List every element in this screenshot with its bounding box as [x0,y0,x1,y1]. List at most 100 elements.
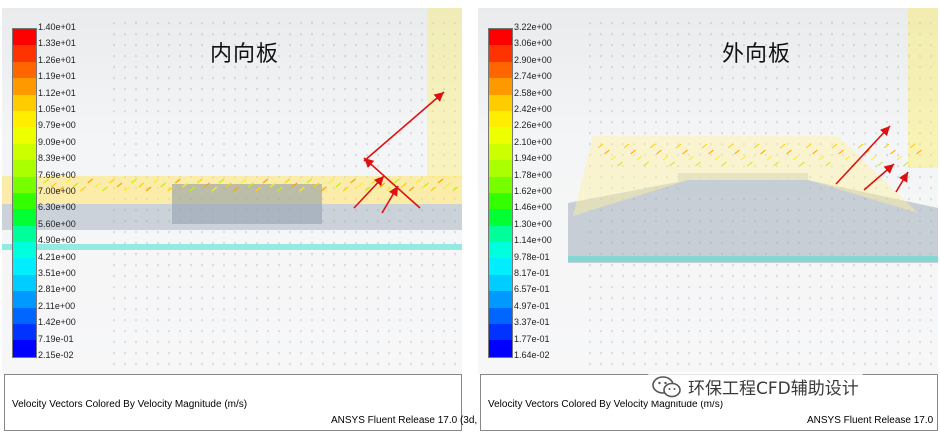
panel-title: 内向板 [210,42,280,67]
colorbar-tick-label: 2.26e+00 [514,120,552,131]
colorbar-tick-label: 2.42e+00 [514,104,552,114]
colorbar-tick-label: 4.90e+00 [38,235,76,246]
colorbar-tick-label: 1.62e+00 [514,186,552,196]
colorbar-swatch [489,78,512,95]
colorbar-tick-label: 2.11e+00 [38,300,76,311]
colorbar-tick-label: 1.78e+00 [514,169,552,180]
colorbar-tick-label: 1.05e+01 [38,104,76,114]
colorbar-tick-label: 7.19e-01 [38,333,74,344]
colorbar-tick-label: 8.39e+00 [38,153,76,164]
colorbar-swatch [489,160,512,177]
colorbar-tick-label: 2.74e+00 [514,71,552,82]
colorbar-tick-label: 3.22e+00 [514,22,552,32]
colorbar-swatch [13,356,36,357]
watermark-text: 环保工程CFD辅助设计 [688,379,859,399]
velocity-vector-field [568,8,938,366]
colorbar-swatch [13,176,36,193]
colorbar-tick-label: 9.79e+00 [38,120,76,131]
vector-plot: 1.40e+01 1.33e+01 1.26e+01 1.19e+01 1.12e+01… [2,8,462,374]
colorbar-tick-label: 1.12e+01 [38,87,76,98]
colorbar-swatch [489,307,512,325]
colorbar-tick-label: 2.15e-02 [38,350,74,360]
colorbar-swatch [13,242,36,259]
flow-direction-arrows [835,125,909,193]
colorbar-swatch [489,45,512,62]
colorbar-tick-label: 6.57e-01 [514,284,550,295]
colorbar-swatch [13,127,36,144]
colorbar-tick-label: 2.58e+00 [514,87,552,98]
colorbar-tick-label: 1.26e+01 [38,54,76,65]
colorbar-tick-label: 4.97e-01 [514,300,550,311]
colorbar-swatch [13,192,36,210]
high-velocity-band [2,8,462,250]
colorbar-tick-label: 2.90e+00 [514,54,552,65]
colorbar-swatch [13,94,36,111]
colorbar-swatch [13,307,36,325]
colorbar-tick-label: 9.78e-01 [514,251,550,262]
colorbar-swatch [13,160,36,177]
colorbar-tick-label: 3.06e+00 [514,38,552,49]
colorbar-swatch [13,29,36,46]
colorbar-swatch [13,324,36,341]
caption-text: Velocity Vectors Colored By Velocity Mag… [12,399,248,410]
colorbar-swatch [489,291,512,308]
caption-box: Velocity Vectors Colored By Velocity Mag… [4,374,477,431]
colorbar-swatch [489,356,512,357]
colorbar-swatch [489,192,512,210]
colorbar-tick-label: 1.14e+00 [514,235,552,246]
colorbar-swatch [489,61,512,79]
colorbar-swatch [489,242,512,259]
release-text: ANSYS Fluent Release 17.0 (3d, [331,415,478,426]
colorbar-swatch [13,110,36,128]
flow-direction-arrows [353,91,445,214]
colorbar-tick-label: 1.64e-02 [514,350,550,360]
colorbar-swatch [489,29,512,46]
colorbar-swatch [489,110,512,128]
colorbar-tick-label: 1.42e+00 [38,317,76,328]
colorbar-tick-label: 4.21e+00 [38,251,76,262]
colorbar-swatch [13,291,36,308]
colorbar-swatch [489,176,512,193]
colorbar-swatch [489,225,512,243]
colorbar-tick-label: 3.51e+00 [38,268,76,278]
wechat-icon [652,375,681,397]
colorbar-tick-label: 1.40e+01 [38,22,76,32]
panel-inward-plate: 1.40e+01 1.33e+01 1.26e+01 1.19e+01 1.12e+01… [2,8,477,432]
colorbar-tick-label: 1.77e-01 [514,333,550,344]
colorbar-swatch [489,94,512,111]
colorbar-tick-label: 1.94e+00 [514,153,552,164]
colorbar-swatch [13,78,36,95]
watermark: 环保工程CFD辅助设计 [648,372,863,401]
colorbar-swatch [489,209,512,226]
vector-plot: 3.22e+00 3.06e+00 2.90e+00 2.74e+00 2.58e+00… [478,8,938,374]
colorbar-swatch [13,209,36,226]
colorbar-swatch [13,45,36,62]
colorbar-tick-label: 9.09e+00 [38,136,76,147]
colorbar-tick-label: 3.37e-01 [514,317,550,328]
colorbar-swatch [13,143,36,161]
colorbar-tick-label: 2.10e+00 [514,136,552,147]
high-velocity-band [568,8,938,263]
colorbar-tick-label: 7.00e+00 [38,186,76,196]
colorbar-tick-label: 5.60e+00 [38,218,76,229]
colorbar-tick-label: 8.17e-01 [514,268,550,278]
caption-text: Velocity Vectors Colored By Velocity Mag… [488,399,724,410]
colorbar-tick-label: 1.46e+00 [514,202,552,213]
colorbar-tick-label: 7.69e+00 [38,169,76,180]
colorbar-tick-label: 2.81e+00 [38,284,76,295]
colorbar-tick-label: 1.30e+00 [514,218,552,229]
colorbar-tick-label: 1.33e+01 [38,38,76,49]
colorbar-swatch [13,225,36,243]
velocity-vector-field [2,8,462,366]
colorbar-swatch [489,127,512,144]
colorbar [12,28,37,358]
colorbar-swatch [489,340,512,357]
colorbar-swatch [13,340,36,357]
colorbar-swatch [489,143,512,161]
panel-title: 外向板 [722,42,792,67]
vector-grid [113,22,456,366]
colorbar-swatch [13,274,36,292]
colorbar-tick-label: 6.30e+00 [38,202,76,213]
colorbar-tick-label: 1.19e+01 [38,71,76,82]
colorbar-swatch [13,258,36,275]
